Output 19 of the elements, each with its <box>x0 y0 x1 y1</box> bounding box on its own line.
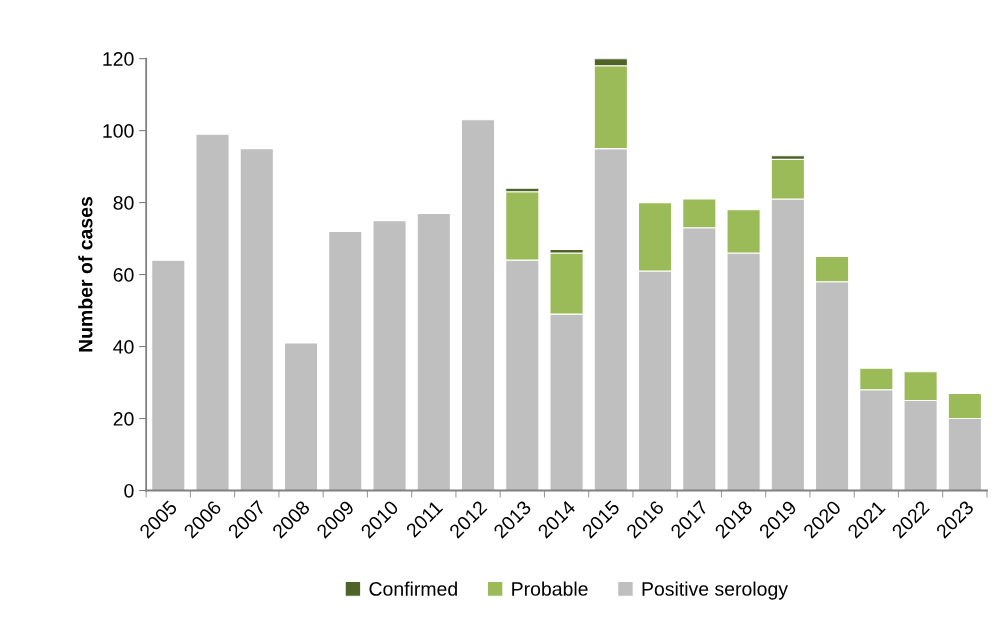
legend-label: Positive serology <box>642 581 788 600</box>
y-tick-label: 100 <box>103 124 134 138</box>
y-tick-label: 0 <box>124 483 134 498</box>
y-tick-label: 80 <box>113 196 134 210</box>
bar <box>372 220 407 491</box>
y-tick-label: 40 <box>113 340 134 354</box>
y-tick-label: 60 <box>113 268 134 282</box>
bar <box>239 148 274 491</box>
legend-label: Probable <box>512 581 588 596</box>
bar <box>195 133 230 491</box>
legend-label: Confirmed <box>369 581 457 596</box>
bar <box>460 119 496 491</box>
bar <box>283 342 319 491</box>
bar <box>416 212 451 491</box>
y-axis-title: Number of cases <box>78 197 93 352</box>
bar <box>151 259 186 491</box>
bar <box>328 230 363 491</box>
y-tick-label: 120 <box>103 52 134 66</box>
y-tick-label: 20 <box>113 412 134 426</box>
